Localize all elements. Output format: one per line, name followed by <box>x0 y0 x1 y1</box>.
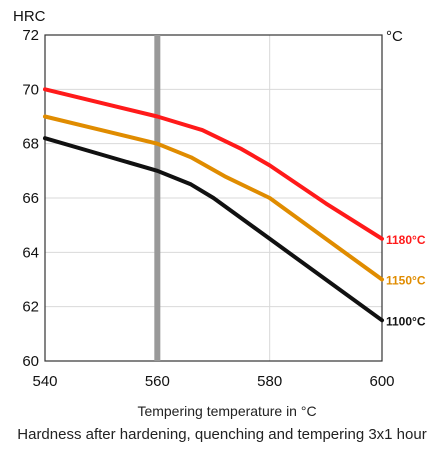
x-tick-label: 540 <box>32 373 57 390</box>
chart-caption: Hardness after hardening, quenching and … <box>17 426 427 443</box>
series-labels: 1180°C 1150°C 1100°C <box>386 233 426 329</box>
series-group <box>43 87 384 323</box>
x-tick-label: 580 <box>257 373 282 390</box>
series-label-1180: 1180°C <box>386 233 426 247</box>
series-label-1150: 1150°C <box>386 274 426 288</box>
y-tick-label: 62 <box>22 299 39 316</box>
y-tick-label: 66 <box>22 190 39 207</box>
series-line-1180 <box>43 87 384 241</box>
y-tick-label: 72 <box>22 27 39 44</box>
x-tick-labels: 540 560 580 600 <box>32 373 394 390</box>
x-tick-label: 560 <box>145 373 170 390</box>
y-unit-label: HRC <box>13 8 46 25</box>
series-line-1100 <box>43 136 384 323</box>
x-tick-label: 600 <box>369 373 394 390</box>
y-tick-label: 64 <box>22 244 39 261</box>
right-unit-label: °C <box>386 28 403 45</box>
y-tick-label: 70 <box>22 81 39 98</box>
y-tick-label: 68 <box>22 136 39 153</box>
series-label-1100: 1100°C <box>386 314 426 328</box>
series-line-1150 <box>43 114 384 282</box>
y-tick-label: 60 <box>22 353 39 370</box>
y-tick-labels: 60 62 64 66 68 70 72 <box>22 27 39 370</box>
plot-area <box>44 34 383 362</box>
x-axis-label: Tempering temperature in °C <box>137 403 316 419</box>
